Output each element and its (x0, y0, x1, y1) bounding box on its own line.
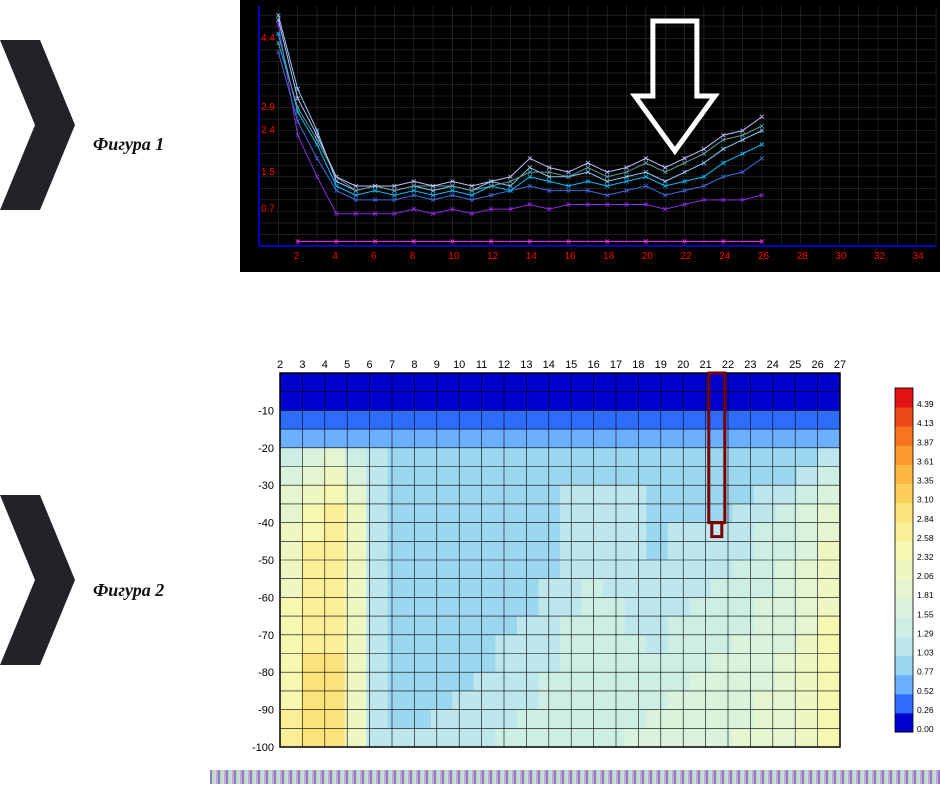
svg-text:6: 6 (371, 251, 377, 262)
svg-text:-80: -80 (258, 667, 274, 679)
svg-text:15: 15 (565, 359, 577, 371)
svg-text:1.5: 1.5 (261, 167, 275, 178)
svg-text:9: 9 (434, 359, 440, 371)
svg-text:14: 14 (526, 251, 538, 262)
contour-chart: 2345678910111213141516171819202122232425… (240, 355, 940, 755)
svg-text:0.52: 0.52 (917, 686, 934, 696)
svg-text:4: 4 (322, 359, 328, 371)
svg-text:2.32: 2.32 (917, 552, 934, 562)
svg-text:18: 18 (632, 359, 644, 371)
svg-text:21: 21 (699, 359, 711, 371)
svg-text:26: 26 (758, 251, 770, 262)
svg-text:3.87: 3.87 (917, 437, 934, 447)
line-chart: 0.71.52.42.94.42468101214161820222426283… (240, 0, 940, 272)
svg-text:-20: -20 (258, 443, 274, 455)
svg-text:14: 14 (543, 359, 555, 371)
svg-text:20: 20 (642, 251, 654, 262)
svg-text:11: 11 (476, 359, 487, 371)
svg-text:27: 27 (834, 359, 846, 371)
svg-text:1.29: 1.29 (917, 628, 934, 638)
svg-text:12: 12 (498, 359, 510, 371)
svg-text:16: 16 (587, 359, 599, 371)
svg-text:12: 12 (487, 251, 499, 262)
svg-text:-40: -40 (258, 518, 274, 530)
svg-text:-70: -70 (258, 630, 274, 642)
svg-text:-50: -50 (258, 555, 274, 567)
svg-text:2: 2 (294, 251, 300, 262)
svg-text:-10: -10 (258, 405, 274, 417)
pointer-shape-2 (0, 495, 75, 665)
svg-text:25: 25 (789, 359, 801, 371)
svg-text:0.00: 0.00 (917, 724, 934, 734)
svg-text:-60: -60 (258, 592, 274, 604)
decorative-bar (210, 770, 940, 784)
svg-text:5: 5 (344, 359, 350, 371)
svg-text:3: 3 (299, 359, 305, 371)
svg-text:4.13: 4.13 (917, 418, 934, 428)
svg-text:0.77: 0.77 (917, 667, 934, 677)
svg-text:2.4: 2.4 (261, 125, 275, 136)
svg-text:2.9: 2.9 (261, 102, 275, 113)
svg-text:2.06: 2.06 (917, 571, 934, 581)
svg-text:2: 2 (277, 359, 283, 371)
svg-text:8: 8 (410, 251, 416, 262)
svg-text:1.03: 1.03 (917, 648, 934, 658)
svg-text:3.61: 3.61 (917, 456, 934, 466)
svg-text:32: 32 (874, 251, 886, 262)
svg-text:24: 24 (719, 251, 731, 262)
svg-text:23: 23 (744, 359, 756, 371)
svg-text:17: 17 (610, 359, 622, 371)
svg-text:28: 28 (797, 251, 809, 262)
svg-text:34: 34 (913, 251, 925, 262)
svg-text:4.4: 4.4 (261, 33, 275, 44)
svg-text:2.84: 2.84 (917, 514, 934, 524)
pointer-shape-1 (0, 40, 75, 210)
svg-text:30: 30 (835, 251, 847, 262)
svg-text:1.81: 1.81 (917, 590, 934, 600)
svg-text:4: 4 (332, 251, 338, 262)
svg-text:24: 24 (767, 359, 779, 371)
svg-text:20: 20 (677, 359, 689, 371)
svg-text:22: 22 (681, 251, 693, 262)
svg-text:26: 26 (811, 359, 823, 371)
svg-text:-30: -30 (258, 480, 274, 492)
svg-text:2.58: 2.58 (917, 533, 934, 543)
svg-text:10: 10 (453, 359, 465, 371)
figure-2-label: Фигура 2 (93, 580, 164, 601)
svg-text:10: 10 (448, 251, 460, 262)
svg-text:3.35: 3.35 (917, 476, 934, 486)
svg-text:18: 18 (603, 251, 615, 262)
svg-text:3.10: 3.10 (917, 495, 934, 505)
svg-text:6: 6 (367, 359, 373, 371)
svg-text:0.26: 0.26 (917, 705, 934, 715)
svg-text:4.39: 4.39 (917, 399, 934, 409)
svg-text:8: 8 (411, 359, 417, 371)
svg-text:0.7: 0.7 (261, 204, 275, 215)
svg-text:13: 13 (520, 359, 532, 371)
figure-1-label: Фигура 1 (93, 134, 164, 155)
svg-text:-90: -90 (258, 705, 274, 717)
svg-text:-100: -100 (252, 742, 274, 754)
svg-text:16: 16 (564, 251, 576, 262)
svg-text:7: 7 (389, 359, 395, 371)
svg-text:19: 19 (655, 359, 667, 371)
svg-text:1.55: 1.55 (917, 609, 934, 619)
svg-text:22: 22 (722, 359, 734, 371)
